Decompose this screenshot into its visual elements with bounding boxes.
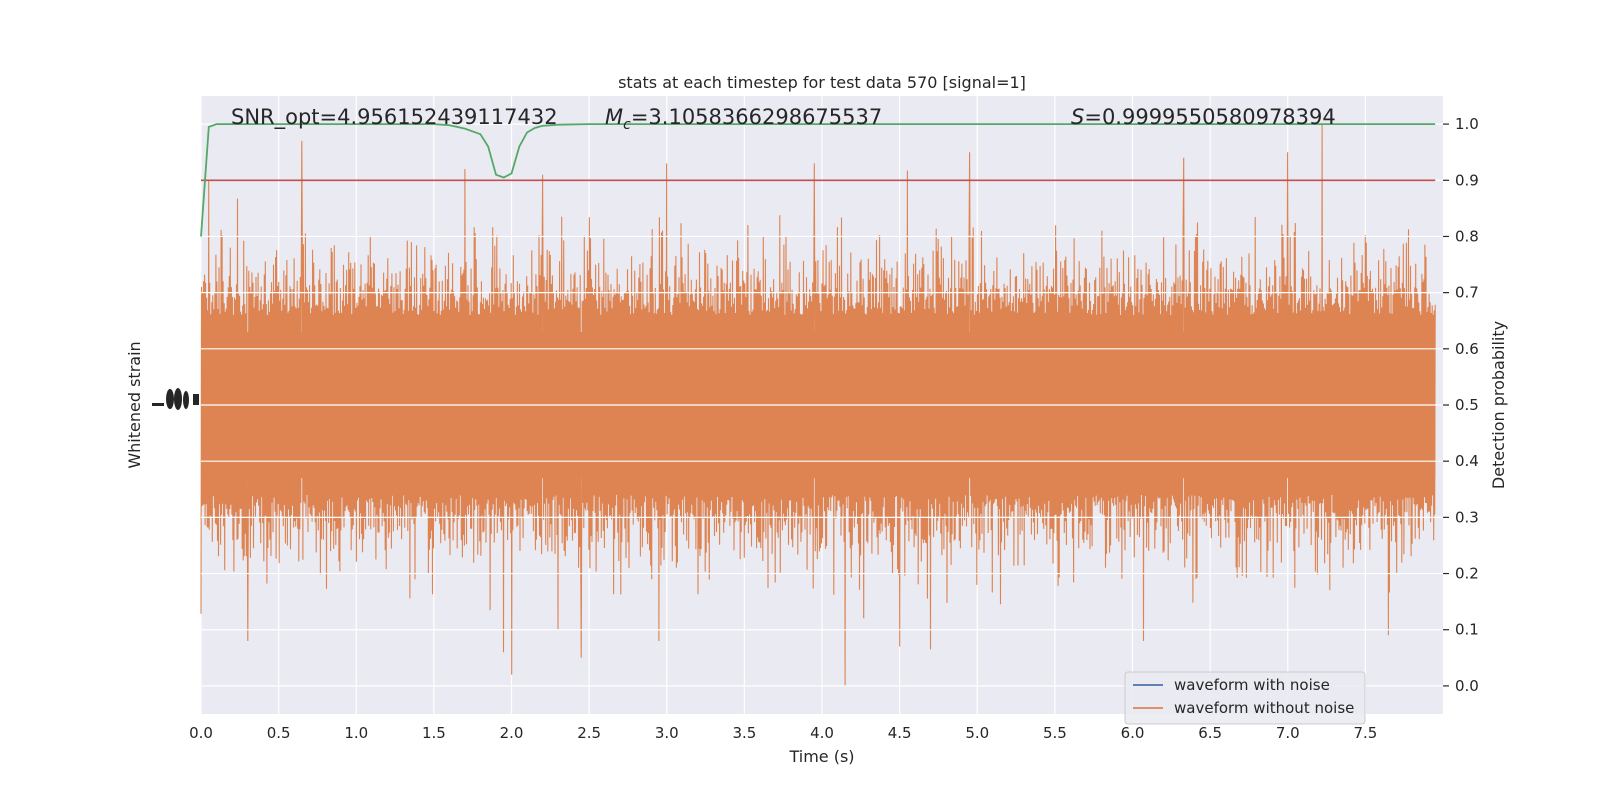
x-tick-label: 7.5 (1353, 724, 1377, 742)
x-axis-title: Time (s) (788, 747, 854, 766)
overlay (200, 123, 1443, 687)
waveform-without-noise-path (200, 124, 1436, 686)
right-tick-label: 0.4 (1455, 452, 1479, 470)
right-tick-label: 0.6 (1455, 340, 1479, 358)
snr-annotation: SNR_opt=4.956152439117432 (231, 105, 558, 130)
x-tick-label: 2.5 (577, 724, 601, 742)
legend-label-without-noise: waveform without noise (1174, 699, 1354, 717)
right-y-axis: 0.0 0.1 0.2 0.3 0.4 0.5 0.6 0.7 0.8 0.9 1.0 (1443, 115, 1479, 695)
x-tick-label: 0.0 (189, 724, 213, 742)
s-annotation: S=0.9999550580978394 (1071, 105, 1336, 129)
detection-probability-line (200, 123, 1436, 237)
x-tick-label: 5.0 (965, 724, 989, 742)
right-tick-label: 1.0 (1455, 115, 1479, 133)
chirp-mass-value: =3.1058366298675537 (631, 105, 882, 129)
s-value: =0.9999550580978394 (1084, 105, 1335, 129)
legend-label-with-noise: waveform with noise (1174, 676, 1330, 694)
x-tick-label: 4.5 (888, 724, 912, 742)
right-tick-label: 0.3 (1455, 508, 1479, 526)
x-tick-label: 7.0 (1276, 724, 1300, 742)
x-tick-label: 6.0 (1121, 724, 1145, 742)
x-tick-label: 6.5 (1198, 724, 1222, 742)
right-tick-label: 0.2 (1455, 565, 1479, 583)
x-tick-label: 1.5 (422, 724, 446, 742)
s-symbol: S (1071, 105, 1084, 129)
right-y-axis-title: Detection probability (1489, 321, 1508, 489)
x-tick-label: 3.0 (655, 724, 679, 742)
x-tick-label: 3.5 (732, 724, 756, 742)
right-tick-label: 0.7 (1455, 284, 1479, 302)
legend: waveform with noise waveform without noi… (1124, 671, 1366, 725)
right-tick-label: 0.1 (1455, 621, 1479, 639)
x-tick-label: 5.5 (1043, 724, 1067, 742)
right-tick-label: 0.8 (1455, 227, 1479, 245)
legend-box (1124, 671, 1366, 725)
left-axis-clutter (152, 388, 199, 410)
chirp-mass-subscript: c (623, 117, 631, 133)
right-tick-label: 0.0 (1455, 677, 1479, 695)
right-tick-label: 0.9 (1455, 171, 1479, 189)
x-axis: 0.0 0.5 1.0 1.5 2.0 2.5 3.0 3.5 4.0 4.5 5.0 5.5 6.0 6… (189, 724, 1377, 742)
chart-title: stats at each timestep for test data 570… (618, 73, 1026, 92)
left-y-axis-title: Whitened strain (125, 341, 144, 468)
chirp-mass-symbol: M (605, 105, 623, 129)
x-tick-label: 0.5 (267, 724, 291, 742)
right-tick-label: 0.5 (1455, 396, 1479, 414)
chirp-mass-annotation: Mc=3.1058366298675537 (605, 105, 882, 133)
x-tick-label: 1.0 (344, 724, 368, 742)
x-tick-label: 2.0 (500, 724, 524, 742)
x-tick-label: 4.0 (810, 724, 834, 742)
